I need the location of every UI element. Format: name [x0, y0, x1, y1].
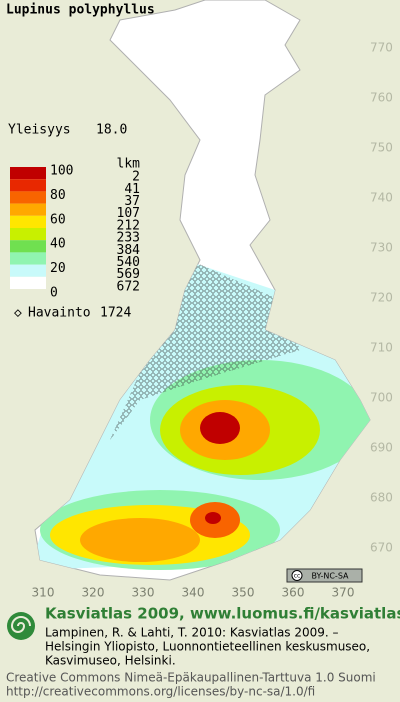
legend-swatch — [10, 252, 46, 265]
legend-scale-label: 20 — [50, 261, 66, 276]
legend-count: 41 — [124, 182, 140, 197]
title: Lupinus polyphyllus — [6, 3, 155, 18]
y-tick-label: 690 — [370, 441, 393, 455]
legend-swatch — [10, 240, 46, 253]
observation-symbol: ◇ — [14, 306, 22, 321]
map — [34, 0, 371, 581]
y-tick-label: 670 — [370, 541, 393, 555]
citation-line: Lampinen, R. & Lahti, T. 2010: Kasviatla… — [45, 626, 339, 640]
license-badge: cc BY-NC-SA — [286, 568, 363, 583]
x-tick-label: 310 — [32, 586, 55, 600]
legend-count: 233 — [117, 231, 140, 246]
y-tick-label: 760 — [370, 91, 393, 105]
y-tick-label: 750 — [370, 141, 393, 155]
legend-count: 384 — [117, 243, 141, 258]
legend-swatch — [10, 228, 46, 241]
license-badge-text: BY-NC-SA — [311, 572, 349, 581]
license-line: Creative Commons Nimeä-Epäkaupallinen-Ta… — [6, 671, 376, 685]
y-tick-label: 710 — [370, 341, 393, 355]
legend-scale-label: 40 — [50, 237, 66, 252]
y-tick-label: 720 — [370, 291, 393, 305]
license-line: http://creativecommons.org/licenses/by-n… — [6, 685, 315, 699]
legend-count: 107 — [117, 206, 140, 221]
legend-swatch — [10, 203, 46, 216]
x-tick-label: 370 — [332, 586, 355, 600]
legend-swatch — [10, 215, 46, 228]
legend-scale-label: 0 — [50, 286, 58, 301]
x-tick-label: 330 — [132, 586, 155, 600]
x-tick-label: 350 — [232, 586, 255, 600]
legend-swatch — [10, 191, 46, 204]
observation-label: Havainto — [28, 306, 91, 321]
count-header: lkm — [117, 157, 141, 172]
y-tick-label: 730 — [370, 241, 393, 255]
legend-count: 540 — [117, 255, 140, 270]
citation-line: Kasvimuseo, Helsinki. — [45, 654, 176, 668]
legend-swatch — [10, 276, 46, 289]
legend-count: 569 — [117, 267, 140, 282]
legend-count: 37 — [124, 194, 140, 209]
legend-swatch — [10, 264, 46, 277]
legend-swatch — [10, 167, 46, 180]
cc-icon: cc — [294, 573, 301, 580]
x-tick-label: 340 — [182, 586, 205, 600]
observation-value: 1724 — [100, 306, 131, 321]
y-tick-label: 740 — [370, 191, 393, 205]
legend-swatch — [10, 179, 46, 192]
frequency-label: Yleisyys — [8, 123, 71, 138]
legend-scale-label: 60 — [50, 212, 66, 227]
citation-line: Helsingin Yliopisto, Luonnontieteellinen… — [45, 640, 370, 654]
legend-scale-label: 80 — [50, 188, 66, 203]
legend-count: 672 — [117, 279, 140, 294]
frequency-value: 18.0 — [96, 123, 127, 138]
x-tick-label: 360 — [282, 586, 305, 600]
brand: Kasviatlas 2009, www.luomus.fi/kasviatla… — [45, 605, 400, 623]
y-tick-label: 770 — [370, 41, 393, 55]
y-tick-label: 700 — [370, 391, 393, 405]
x-tick-label: 320 — [82, 586, 105, 600]
legend-scale-label: 100 — [50, 164, 73, 179]
legend-count: 2 — [132, 170, 140, 185]
logo — [7, 612, 35, 640]
y-tick-label: 680 — [370, 491, 393, 505]
legend-count: 212 — [117, 218, 140, 233]
